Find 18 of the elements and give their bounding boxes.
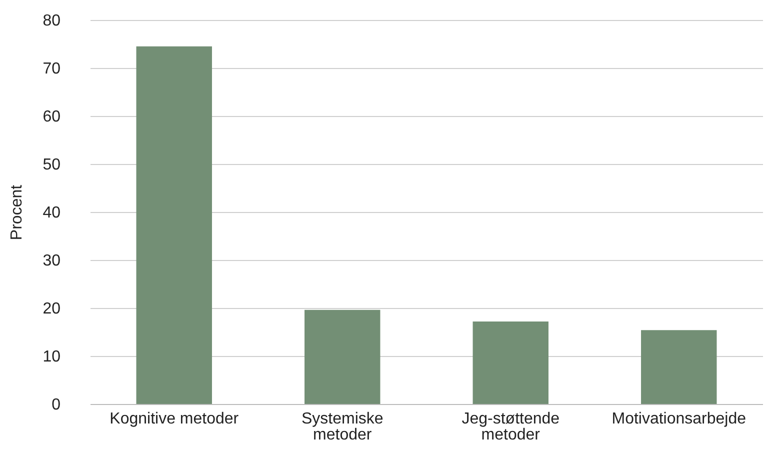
y-axis-title: Procent <box>8 184 26 240</box>
y-tick-label: 70 <box>42 60 61 78</box>
bar <box>641 330 717 404</box>
x-tick-label: Jeg-støttende metoder <box>462 410 560 444</box>
y-tick-label: 60 <box>42 108 61 126</box>
x-tick-label: Kognitive metoder <box>110 410 240 428</box>
y-tick-label: 0 <box>52 396 61 414</box>
bar <box>472 321 548 404</box>
y-tick-label: 10 <box>42 348 61 366</box>
bar <box>304 310 380 404</box>
bar <box>136 46 212 404</box>
y-tick-label: 80 <box>42 12 61 30</box>
x-tick-label: Systemiske metoder <box>301 410 384 444</box>
x-tick-label: Motivationsarbejde <box>612 410 746 428</box>
y-tick-label: 40 <box>42 204 61 222</box>
y-tick-label: 30 <box>42 252 61 270</box>
y-tick-label: 20 <box>42 300 61 318</box>
y-tick-label: 50 <box>42 156 61 174</box>
